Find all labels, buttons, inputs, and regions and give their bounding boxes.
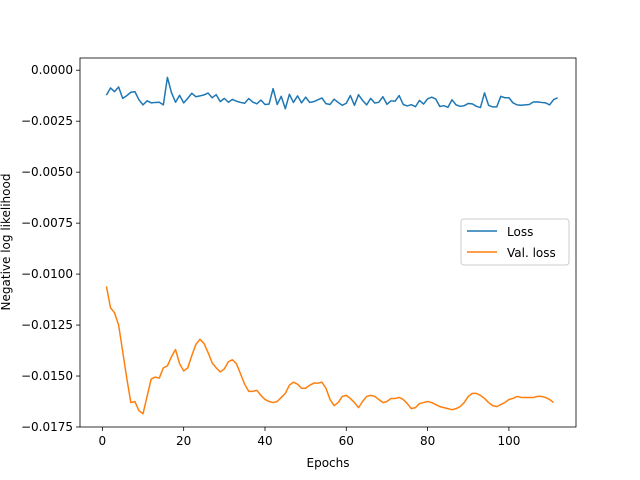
legend-label-loss: Loss xyxy=(507,225,533,239)
x-tick-label: 80 xyxy=(420,434,435,448)
y-tick-label: 0.0000 xyxy=(31,63,73,77)
y-tick-label: −0.0025 xyxy=(21,114,73,128)
series-layer xyxy=(105,76,559,415)
y-tick-label: −0.0050 xyxy=(21,165,73,179)
y-tick-label: −0.0125 xyxy=(21,318,73,332)
x-tick-label: 0 xyxy=(99,434,107,448)
y-tick-label: −0.0075 xyxy=(21,216,73,230)
x-axis-label: Epochs xyxy=(307,456,350,470)
y-tick-label: −0.0175 xyxy=(21,420,73,434)
x-axis-ticks: 0 20 40 60 80 100 xyxy=(99,427,520,448)
series-line-val-loss xyxy=(105,286,555,415)
legend-label-val-loss: Val. loss xyxy=(507,246,556,260)
y-axis-ticks: 0.0000 −0.0025 −0.0050 −0.0075 −0.0100 −0.012… xyxy=(21,63,80,434)
x-tick-label: 20 xyxy=(176,434,191,448)
series-line-loss xyxy=(105,76,559,110)
x-tick-label: 40 xyxy=(257,434,272,448)
x-tick-label: 60 xyxy=(339,434,354,448)
y-tick-label: −0.0150 xyxy=(21,369,73,383)
y-axis-label: Negative log likelihood xyxy=(0,174,13,311)
plot-frame xyxy=(79,57,577,428)
legend: Loss Val. loss xyxy=(460,218,570,266)
y-tick-label: −0.0100 xyxy=(21,267,73,281)
x-tick-label: 100 xyxy=(497,434,520,448)
